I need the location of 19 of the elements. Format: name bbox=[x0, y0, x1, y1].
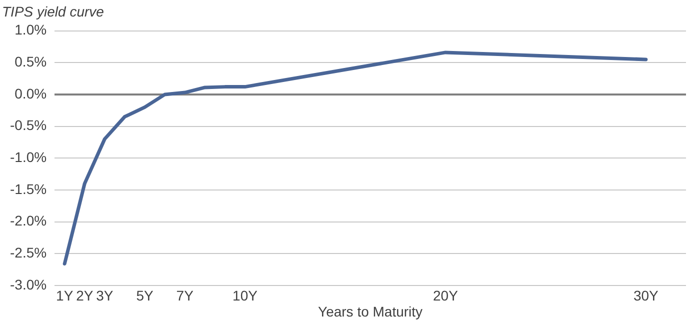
y-tick-label: 0.0% bbox=[14, 85, 47, 102]
x-tick-label: 2Y bbox=[76, 288, 94, 304]
x-tick-label: 10Y bbox=[232, 288, 258, 304]
chart-title: TIPS yield curve bbox=[2, 3, 104, 20]
y-tick-label: -1.0% bbox=[10, 148, 47, 165]
x-tick-label: 20Y bbox=[432, 288, 459, 304]
y-tick-label: 0.5% bbox=[14, 53, 47, 70]
x-tick-label: 30Y bbox=[633, 288, 660, 304]
x-axis-title: Years to Maturity bbox=[318, 303, 423, 320]
y-tick-label: -3.0% bbox=[10, 276, 47, 292]
y-tick-label: -2.5% bbox=[10, 244, 47, 260]
y-tick-label: -0.5% bbox=[10, 117, 47, 134]
x-tick-label: 1Y bbox=[56, 288, 74, 304]
y-tick-label: -1.5% bbox=[10, 180, 47, 197]
x-tick-label: 5Y bbox=[136, 288, 154, 304]
y-tick-label: 1.0% bbox=[14, 22, 47, 38]
x-tick-label: 3Y bbox=[96, 288, 114, 304]
y-tick-label: -2.0% bbox=[10, 212, 47, 229]
x-tick-label: 7Y bbox=[176, 288, 194, 304]
